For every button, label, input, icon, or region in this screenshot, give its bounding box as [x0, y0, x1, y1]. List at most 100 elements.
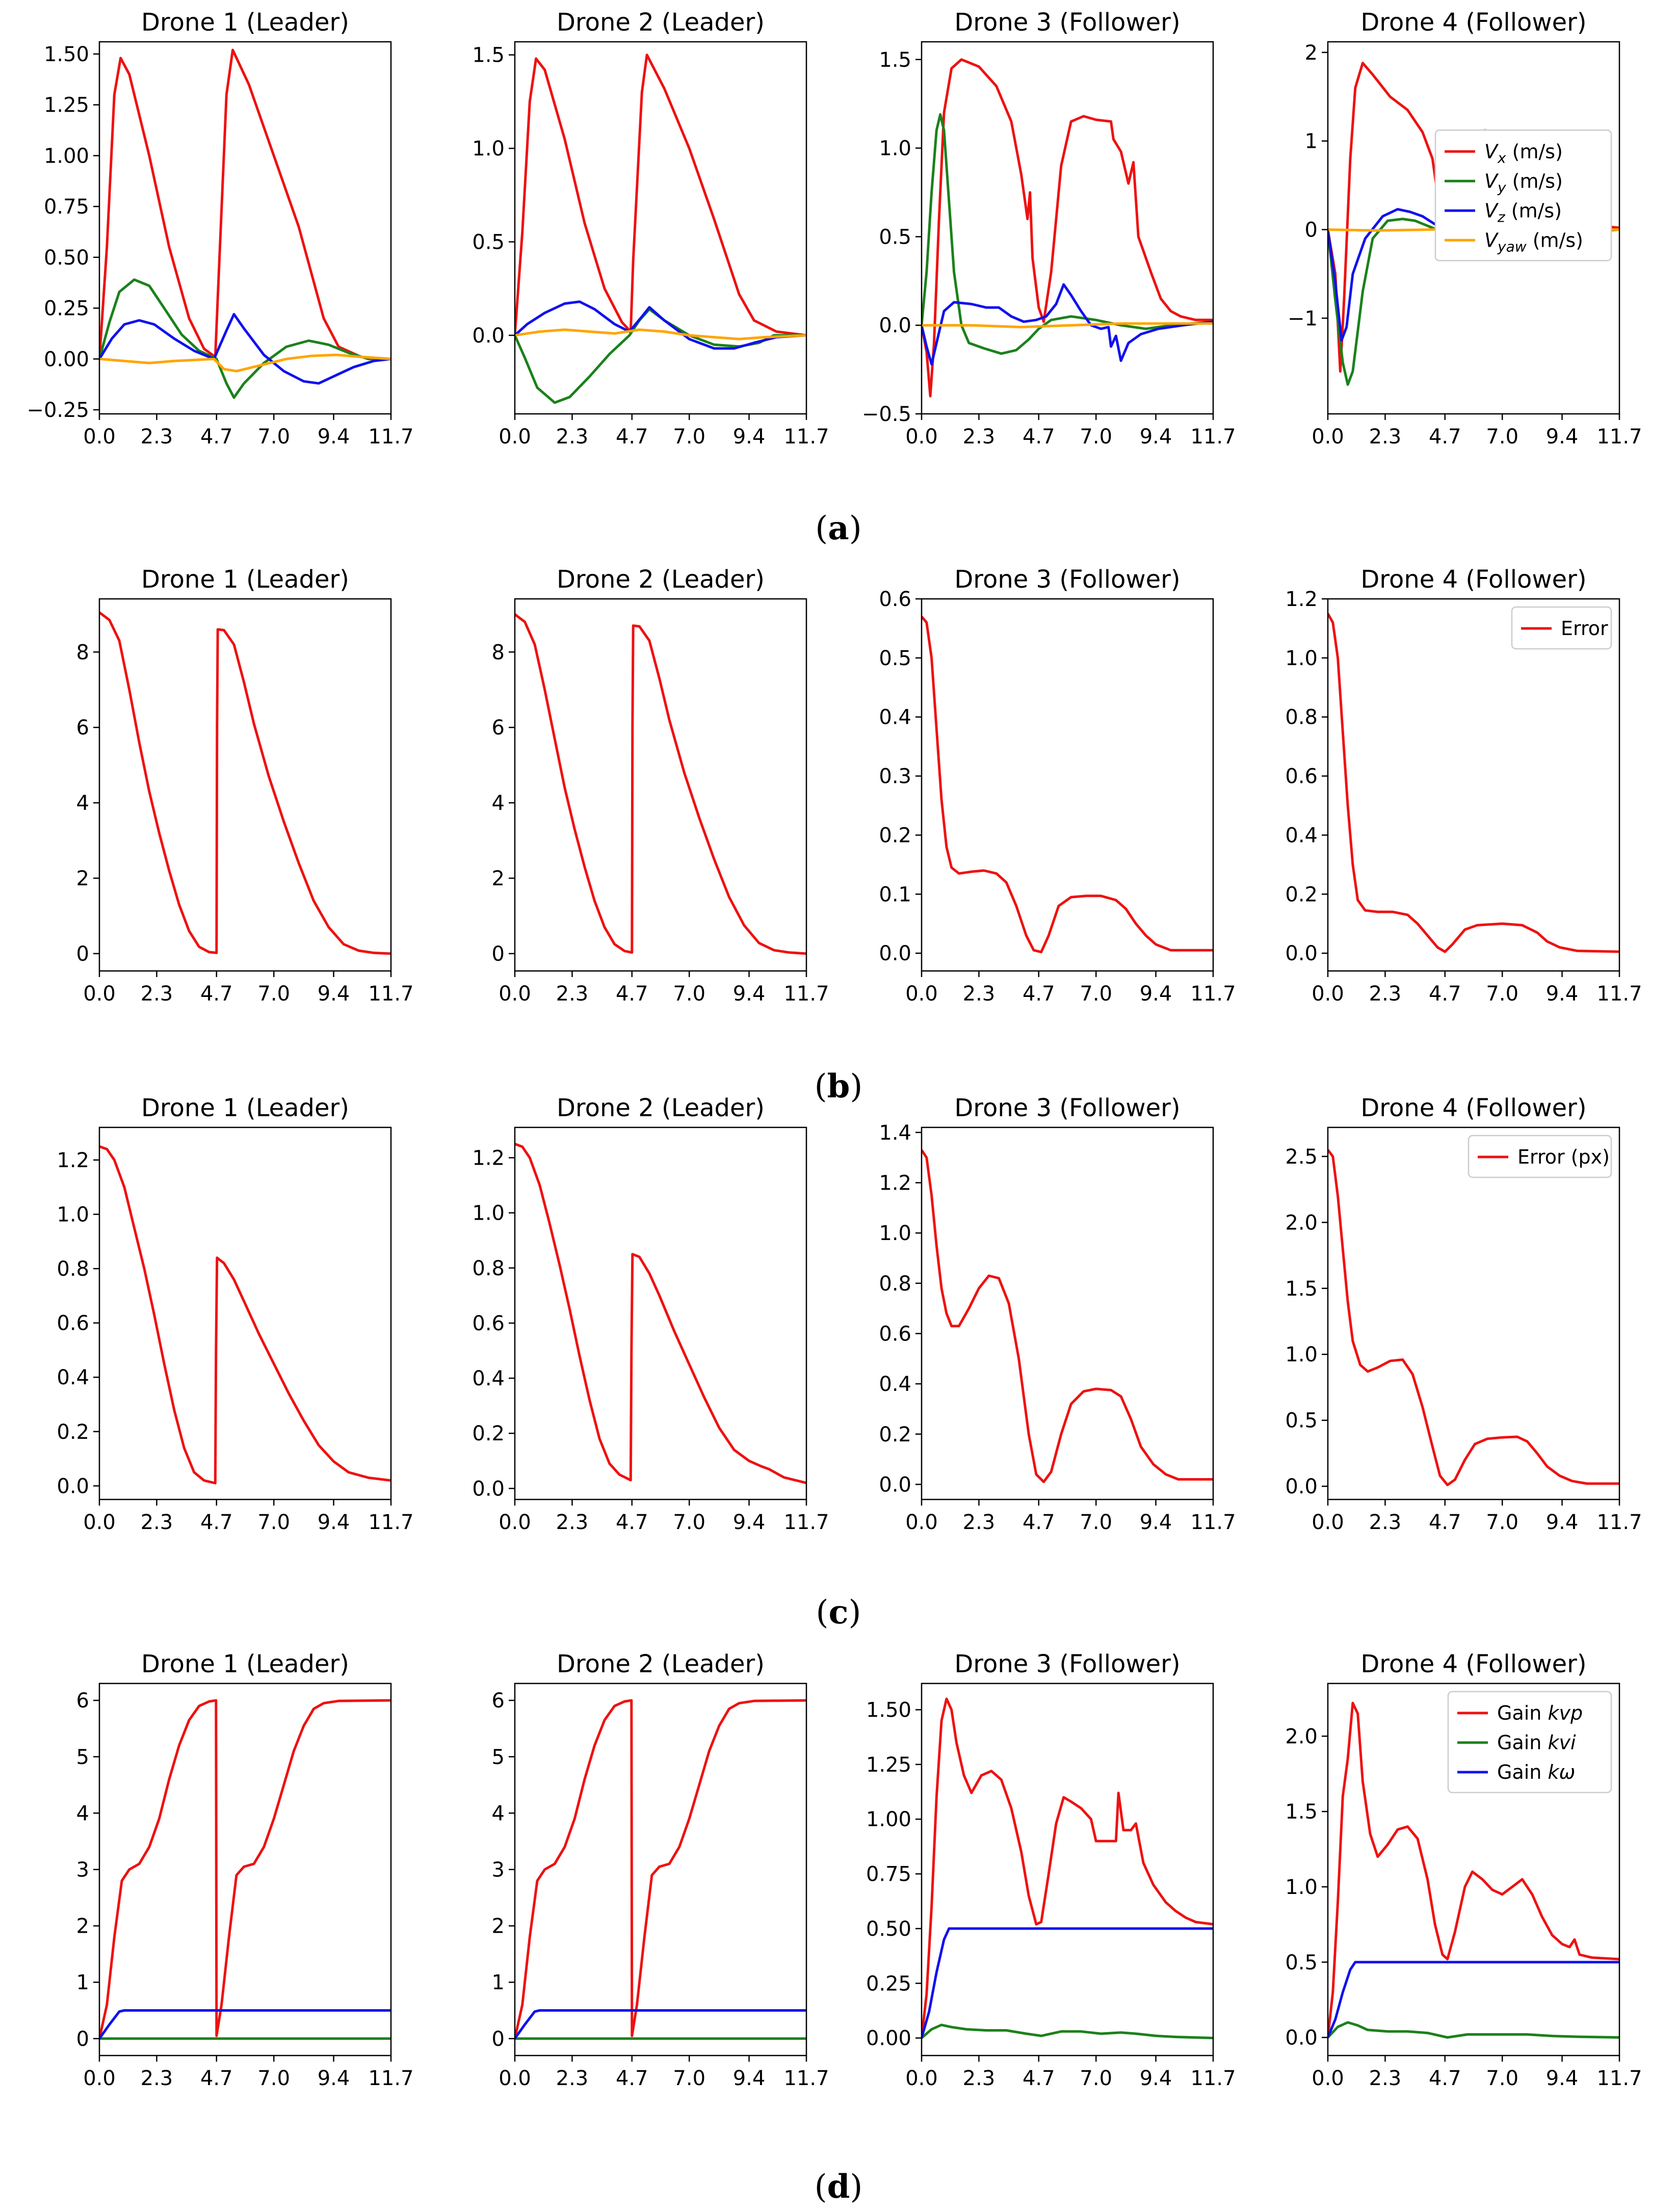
- x-tick-label: 7.0: [1486, 982, 1518, 1006]
- y-tick-label: 0.4: [879, 706, 911, 729]
- caption-a: (a): [815, 509, 861, 547]
- x-tick-label: 2.3: [556, 982, 589, 1006]
- y-tick-label: 0.4: [57, 1366, 89, 1389]
- y-tick-label: 1.0: [1285, 1343, 1318, 1366]
- y-tick-label: 0.5: [879, 225, 911, 249]
- y-tick-label: −0.5: [862, 403, 911, 426]
- y-tick-label: 0.6: [57, 1312, 89, 1335]
- x-tick-label: 2.3: [141, 2067, 173, 2090]
- x-tick-label: 2.3: [556, 2067, 589, 2090]
- y-tick-label: 1.5: [472, 44, 505, 67]
- y-tick-label: 2: [1305, 41, 1318, 65]
- x-tick-label: 7.0: [673, 2067, 705, 2090]
- plot-frame: [98, 1682, 392, 2057]
- series-line-gain-blue: [99, 2009, 391, 2040]
- x-tick-label: 2.3: [141, 1511, 173, 1534]
- chart-b1: Drone 1 (Leader) 0.0 2.3 4.7 7.0 9.4 11.7 0 2 4 6 8: [76, 565, 414, 1006]
- y-tick-label: 4: [492, 792, 505, 815]
- x-tick-label: 11.7: [368, 982, 413, 1006]
- y-tick-label: 0.2: [57, 1420, 89, 1444]
- x-tick-label: 7.0: [257, 2067, 290, 2090]
- chart-b2: Drone 2 (Leader) 0.0 2.3 4.7 7.0 9.4 11.7 0 2 4 6 8: [492, 565, 829, 1006]
- series-line-vyaw-orange: [515, 328, 806, 340]
- series-group: [99, 1699, 391, 2040]
- x-tick-label: 11.7: [783, 1511, 829, 1534]
- series-line-gain-green: [1328, 2021, 1619, 2039]
- legend-label: Gain kω: [1497, 1761, 1575, 1783]
- x-tick-label: 9.4: [1546, 2067, 1579, 2090]
- plot-frame: [921, 1126, 1214, 1500]
- y-tick-label: 1: [1305, 130, 1318, 153]
- x-tick-label: 11.7: [368, 2067, 413, 2090]
- x-tick-label: 7.0: [1080, 425, 1112, 449]
- x-tick-label: 7.0: [1486, 425, 1518, 449]
- legend-label: Vyaw (m/s): [1484, 229, 1583, 255]
- x-tick-label: 11.7: [783, 425, 829, 449]
- chart-b4: Drone 4 (Follower) 0.0 2.3 4.7 7.0 9.4 11.7 0.0…: [1285, 565, 1642, 1006]
- chart-panels: Drone 1 (Leader) 0.0 2.3 4.7 7.0 9.4 11.7 −0.25…: [27, 8, 1642, 2090]
- series-line-error-red: [515, 613, 806, 955]
- y-tick-label: 0.75: [866, 1863, 911, 1886]
- x-tick-label: 4.7: [616, 2067, 648, 2090]
- x-tick-label: 0.0: [1312, 1511, 1344, 1534]
- x-tick-label: 11.7: [1596, 982, 1642, 1006]
- y-tick-label: 1.0: [879, 137, 911, 161]
- chart-b3: Drone 3 (Follower) 0.0 2.3 4.7 7.0 9.4 11.7 0.0…: [879, 565, 1236, 1006]
- x-tick-label: 2.3: [1369, 2067, 1402, 2090]
- chart-title: Drone 3 (Follower): [954, 8, 1180, 37]
- x-tick-label: 9.4: [1140, 982, 1172, 1006]
- y-tick-label: 1.5: [1285, 1277, 1318, 1301]
- x-tick-label: 2.3: [141, 982, 173, 1006]
- chart-title: Drone 1 (Leader): [141, 1650, 349, 1678]
- chart-a3: Drone 3 (Follower) 0.0 2.3 4.7 7.0 9.4 11.7 −0.…: [862, 8, 1236, 449]
- x-tick-label: 11.7: [783, 982, 829, 1006]
- y-tick-label: 0.2: [879, 824, 911, 847]
- y-tick-label: 2.0: [1285, 1211, 1318, 1234]
- x-tick-label: 0.0: [83, 2067, 116, 2090]
- plot-frame: [1327, 1126, 1620, 1500]
- series-line-vz-blue: [515, 300, 806, 350]
- legend-label: Gain kvp: [1497, 1702, 1583, 1724]
- x-tick-label: 7.0: [1080, 1511, 1112, 1534]
- x-tick-label: 11.7: [1596, 425, 1642, 449]
- x-tick-label: 2.3: [141, 425, 173, 449]
- y-tick-label: 1: [76, 1971, 89, 1994]
- x-tick-label: 4.7: [616, 982, 648, 1006]
- y-tick-label: 2.0: [1285, 1725, 1318, 1748]
- x-tick-label: 11.7: [1190, 1511, 1236, 1534]
- x-tick-label: 4.7: [1023, 1511, 1055, 1534]
- chart-title: Drone 1 (Leader): [141, 565, 349, 594]
- y-tick-label: 0.2: [1285, 883, 1318, 906]
- y-tick-label: 1.25: [866, 1753, 911, 1777]
- x-tick-label: 4.7: [200, 2067, 233, 2090]
- x-tick-label: 9.4: [318, 1511, 350, 1534]
- x-tick-label: 4.7: [1429, 2067, 1461, 2090]
- x-tick-label: 2.3: [556, 425, 589, 449]
- y-tick-label: 0.5: [1285, 1951, 1318, 1974]
- y-tick-label: 0.0: [472, 1477, 505, 1500]
- y-tick-label: 1.0: [472, 137, 505, 161]
- series-line-gain-blue: [1328, 1961, 1619, 2038]
- y-tick-label: 0.5: [879, 647, 911, 670]
- x-tick-label: 7.0: [673, 1511, 705, 1534]
- y-tick-label: 0.6: [879, 1322, 911, 1346]
- x-tick-label: 7.0: [1080, 2067, 1112, 2090]
- plot-frame: [1327, 598, 1620, 972]
- chart-title: Drone 1 (Leader): [141, 8, 349, 37]
- x-tick-label: 0.0: [499, 1511, 531, 1534]
- y-tick-label: 1.50: [44, 43, 89, 66]
- plot-frame: [921, 598, 1214, 972]
- chart-title: Drone 2 (Leader): [557, 1094, 765, 1122]
- legend-label: Vx (m/s): [1484, 140, 1563, 166]
- caption-c: (c): [816, 1593, 861, 1631]
- series-line-error-red: [1328, 1149, 1619, 1486]
- series-line-vy-green: [99, 278, 391, 399]
- chart-c4: Drone 4 (Follower) 0.0 2.3 4.7 7.0 9.4 11.7 0.0…: [1285, 1094, 1642, 1534]
- y-tick-label: 1.25: [44, 94, 89, 117]
- chart-title: Drone 4 (Follower): [1360, 1650, 1586, 1678]
- x-tick-label: 2.3: [963, 982, 995, 1006]
- y-tick-label: 0.6: [879, 588, 911, 611]
- x-tick-label: 2.3: [963, 2067, 995, 2090]
- legend: Vx (m/s) Vy (m/s) Vz (m/s) Vyaw (m/s): [1434, 129, 1612, 261]
